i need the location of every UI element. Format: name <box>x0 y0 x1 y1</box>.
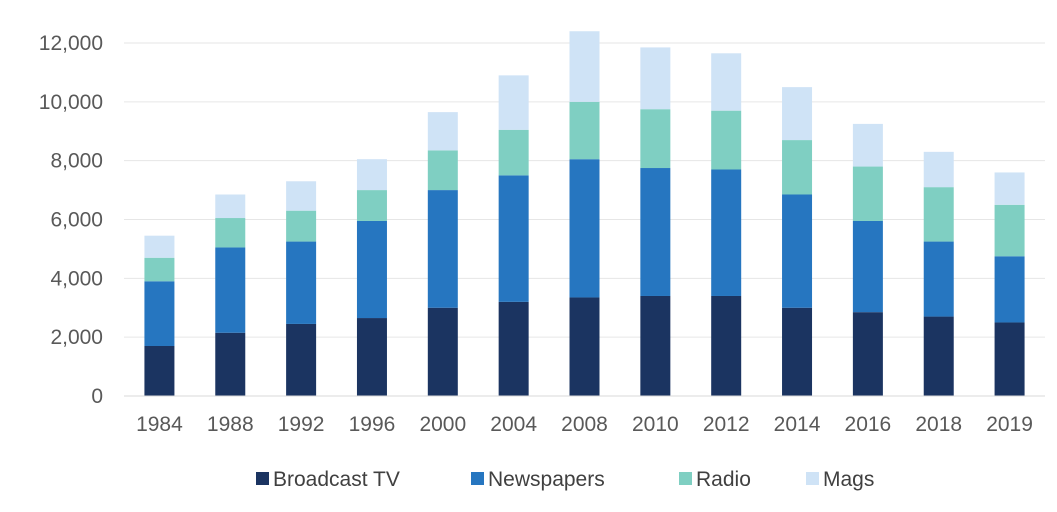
bar-segment-newspapers <box>569 159 600 298</box>
bar-segment-mags <box>356 159 387 191</box>
y-tick-label: 2,000 <box>50 326 103 349</box>
bar-segment-mags <box>711 53 742 111</box>
bar-segment-newspapers <box>144 281 175 346</box>
x-tick-label: 1992 <box>278 413 325 436</box>
bar-segment-radio <box>498 129 529 176</box>
bar-segment-radio <box>144 257 175 282</box>
x-tick-label: 2018 <box>915 413 962 436</box>
bar-segment-mags <box>569 31 600 102</box>
bar-segment-broadcast-tv <box>144 345 175 396</box>
bar-segment-broadcast-tv <box>427 307 458 396</box>
legend-label: Newspapers <box>488 468 605 491</box>
bar-segment-radio <box>640 109 671 169</box>
x-tick-label: 1988 <box>207 413 254 436</box>
bar-segment-newspapers <box>782 194 813 308</box>
legend-label: Broadcast TV <box>273 468 400 491</box>
y-tick-label: 8,000 <box>50 150 103 173</box>
bar-segment-newspapers <box>994 256 1025 323</box>
legend: Broadcast TV Newspapers Radio Mags <box>256 468 874 491</box>
legend-swatch <box>471 472 484 485</box>
x-tick-label: 2019 <box>986 413 1033 436</box>
bar-segment-mags <box>994 172 1025 205</box>
bar-segment-broadcast-tv <box>498 301 529 396</box>
x-tick-label: 2008 <box>561 413 608 436</box>
bar-segment-newspapers <box>427 190 458 308</box>
bar-segment-broadcast-tv <box>569 297 600 396</box>
bar-segment-broadcast-tv <box>852 312 883 396</box>
bar-segment-newspapers <box>923 241 954 317</box>
bar-segment-mags <box>640 47 671 110</box>
bar-segment-newspapers <box>356 220 387 319</box>
bar-segment-broadcast-tv <box>640 295 671 396</box>
x-tick-label: 2016 <box>845 413 892 436</box>
bar-segment-mags <box>286 181 317 211</box>
y-tick-label: 6,000 <box>50 209 103 232</box>
legend-swatch <box>256 472 269 485</box>
axes: 0 2,000 4,000 6,000 8,000 10,000 12,000 1984 198… <box>39 32 1045 436</box>
bar-segment-mags <box>427 112 458 151</box>
bar-segment-radio <box>569 101 600 160</box>
bar-segment-mags <box>144 235 175 258</box>
bar-segment-mags <box>498 75 529 130</box>
bar-segment-newspapers <box>498 175 529 302</box>
bar-segment-radio <box>782 140 813 195</box>
bar-segment-newspapers <box>215 247 246 333</box>
bar-segment-radio <box>356 190 387 221</box>
bar-segment-broadcast-tv <box>356 318 387 396</box>
bar-segment-radio <box>215 218 246 248</box>
bar-segment-radio <box>711 110 742 170</box>
bar-segment-radio <box>427 150 458 191</box>
y-tick-label: 10,000 <box>39 91 103 114</box>
bar-segment-broadcast-tv <box>215 332 246 396</box>
y-tick-label: 0 <box>91 385 103 408</box>
x-tick-label: 1984 <box>136 413 183 436</box>
bar-segment-mags <box>782 87 813 141</box>
bar-segment-newspapers <box>852 220 883 313</box>
legend-label: Mags <box>823 468 874 491</box>
bar-segment-newspapers <box>711 169 742 296</box>
bar-segment-newspapers <box>286 241 317 324</box>
bar-segment-radio <box>852 166 883 221</box>
bar-segment-broadcast-tv <box>711 295 742 396</box>
x-tick-label: 2000 <box>419 413 466 436</box>
legend-swatch <box>679 472 692 485</box>
bar-segment-mags <box>923 151 954 188</box>
bar-segment-mags <box>852 123 883 167</box>
bar-segment-broadcast-tv <box>923 316 954 396</box>
legend-swatch <box>806 472 819 485</box>
bar-segment-radio <box>286 210 317 242</box>
legend-label: Radio <box>696 468 751 491</box>
y-tick-label: 12,000 <box>39 32 103 55</box>
x-tick-label: 2010 <box>632 413 679 436</box>
bars <box>144 31 1025 396</box>
x-tick-label: 2004 <box>490 413 537 436</box>
bar-segment-radio <box>923 187 954 242</box>
bar-segment-radio <box>994 204 1025 257</box>
bar-segment-newspapers <box>640 168 671 296</box>
bar-segment-broadcast-tv <box>286 323 317 396</box>
x-tick-label: 2012 <box>703 413 750 436</box>
bar-segment-mags <box>215 194 246 219</box>
bar-segment-broadcast-tv <box>782 307 813 396</box>
x-tick-label: 2014 <box>774 413 821 436</box>
y-tick-label: 4,000 <box>50 267 103 290</box>
bar-segment-broadcast-tv <box>994 322 1025 396</box>
x-tick-label: 1996 <box>349 413 396 436</box>
